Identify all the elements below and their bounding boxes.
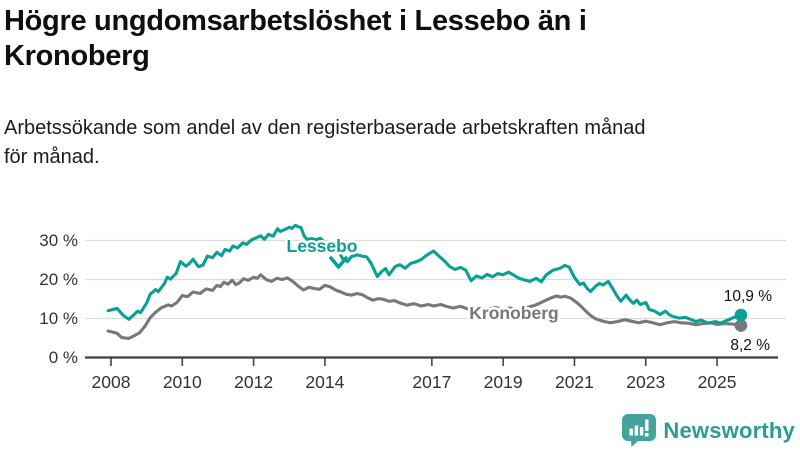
newsworthy-logo: Newsworthy xyxy=(622,414,795,447)
y-tick-label: 20 % xyxy=(39,270,78,289)
series-endpoint-dot-lessebo xyxy=(734,308,748,322)
x-tick-label: 2012 xyxy=(234,372,273,392)
chevron-down-icon xyxy=(329,256,348,269)
x-tick-label: 2023 xyxy=(626,372,665,392)
x-tick-label: 2025 xyxy=(698,372,737,392)
y-tick-label: 10 % xyxy=(39,309,78,328)
x-tick-label: 2014 xyxy=(305,372,344,392)
x-tick-label: 2008 xyxy=(92,372,131,392)
newsworthy-bar-chart-bubble-icon xyxy=(622,414,657,447)
latest-value-kronoberg: 8,2 % xyxy=(730,337,770,354)
axis-layer: 30 % 20 % 10 % 0 % 2008 2010 2012 2014 2017 2019 2… xyxy=(39,231,778,392)
series-endpoint-dot-kronoberg xyxy=(734,319,748,332)
latest-value-lessebo: 10,9 % xyxy=(724,288,772,305)
y-tick-label: 0 % xyxy=(49,348,78,367)
y-tick-label: 30 % xyxy=(39,231,78,250)
newsworthy-brand-text: Newsworthy xyxy=(663,417,795,443)
series-lines-layer xyxy=(106,223,748,340)
page-title: Högre ungdomsarbetslöshet i Lessebo än i… xyxy=(4,5,587,72)
series-line-kronoberg xyxy=(106,273,743,340)
series-line-lessebo xyxy=(106,223,743,325)
chart-subtitle: Arbetssökande som andel av den registerb… xyxy=(4,117,646,168)
gridlines-layer xyxy=(85,239,786,320)
series-label-kronoberg: Kronoberg xyxy=(469,303,558,323)
x-tick-label: 2019 xyxy=(484,372,523,392)
x-tick-label: 2017 xyxy=(412,372,451,392)
x-tick-label: 2021 xyxy=(555,372,594,392)
series-label-lessebo: Lessebo xyxy=(287,236,358,256)
x-tick-label: 2010 xyxy=(163,372,202,392)
